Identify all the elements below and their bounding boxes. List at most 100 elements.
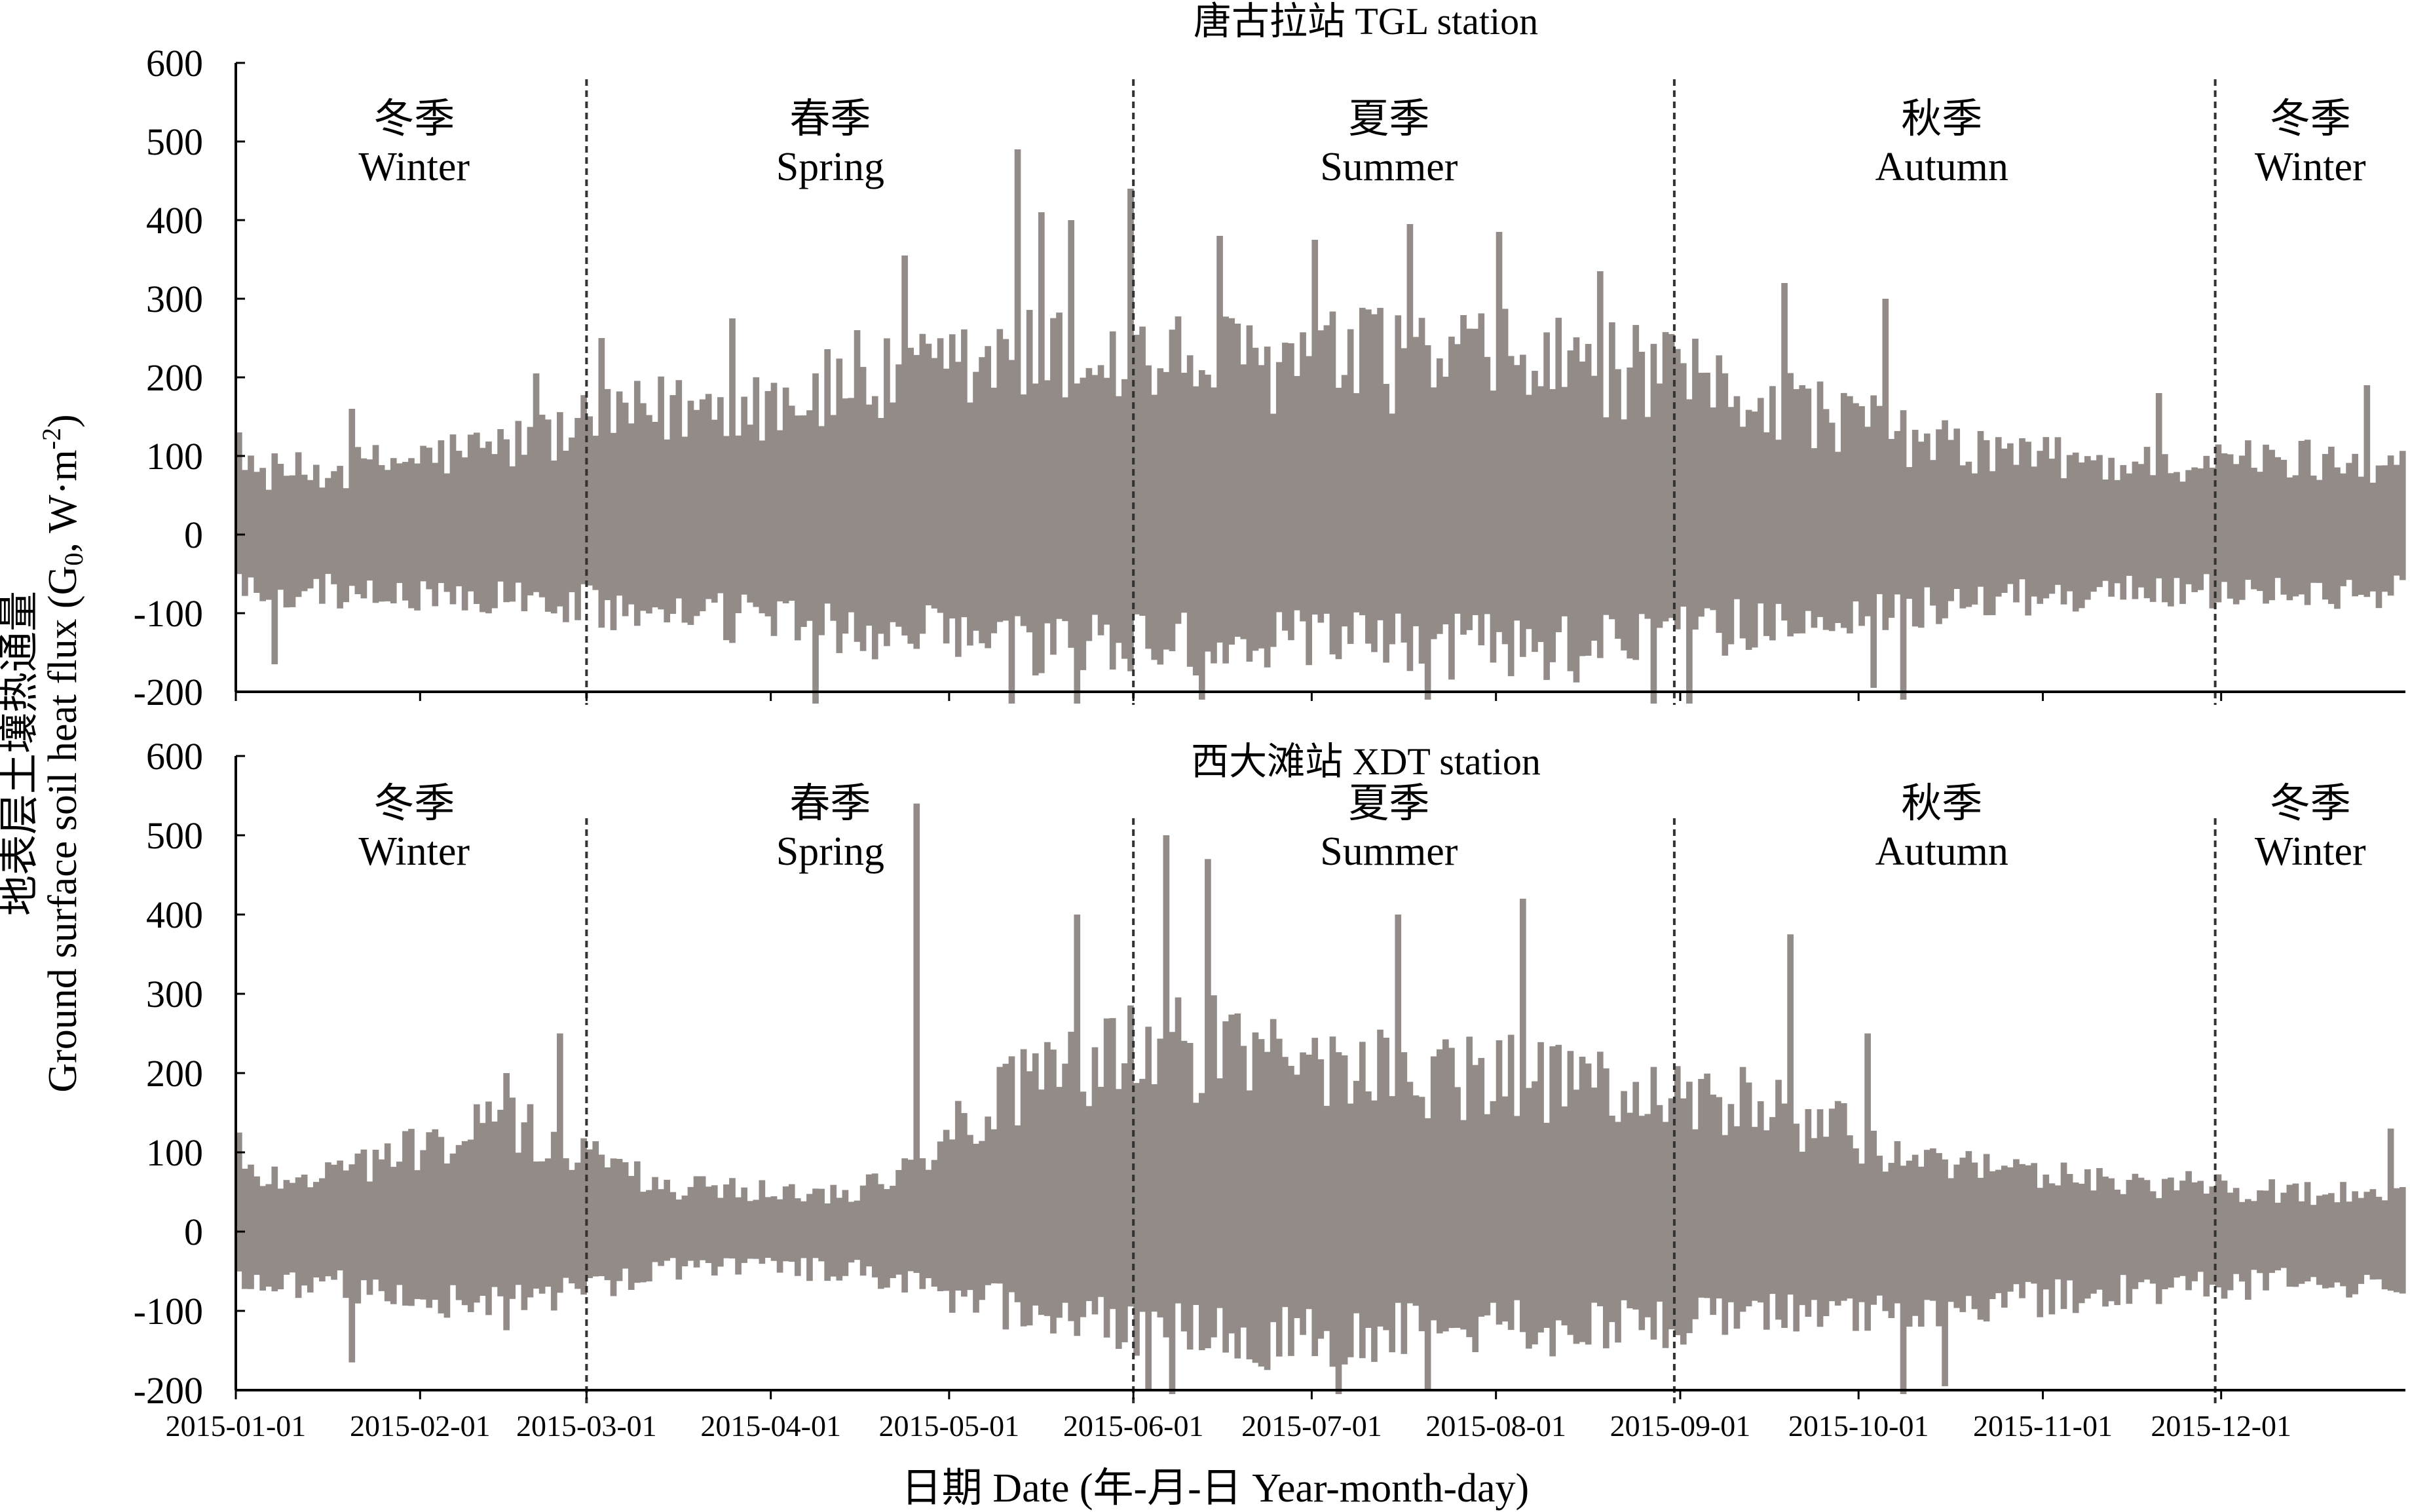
flux-bar [1103,377,1110,625]
flux-bar [277,464,284,590]
flux-bar [480,1123,486,1296]
flux-bar [687,1186,694,1261]
flux-bar [967,1135,973,1291]
flux-bar [877,1184,884,1289]
flux-bar [717,397,724,594]
flux-bar [1365,309,1372,644]
flux-bar [2381,465,2388,592]
flux-bar [2334,1202,2341,1283]
flux-bar [467,1139,474,1312]
flux-bar [1817,1109,1824,1327]
flux-bar [2286,1184,2293,1287]
flux-bar [776,430,783,601]
flux-bar [848,1201,855,1263]
flux-bar [1519,354,1526,657]
flux-bar [1704,1073,1710,1298]
flux-bar [1133,335,1140,614]
flux-bar [2352,1191,2358,1295]
flux-bar [1501,309,1509,645]
flux-bar [1359,307,1366,616]
flux-bar [259,468,266,601]
flux-bar [1615,1122,1621,1343]
flux-bar [2072,452,2079,612]
flux-bar [2310,1205,2317,1277]
flux-bar [2263,444,2269,604]
flux-bar [1056,1087,1063,1318]
flux-bar [2185,1171,2192,1291]
flux-bar [1121,1063,1128,1342]
flux-bar [1002,1063,1009,1330]
flux-bar [1769,1117,1776,1295]
flux-bar [307,480,314,589]
flux-bar [2108,457,2115,597]
x-tick-label: 2015-05-01 [879,1409,1020,1443]
flux-bar [2238,455,2246,600]
flux-bar [1710,1094,1717,1315]
flux-bar [2358,1198,2365,1284]
flux-bar [1389,413,1396,645]
flux-bar [2179,1181,2186,1276]
flux-bar [735,1197,742,1275]
flux-bar [1995,437,2002,597]
flux-bar [1115,1089,1122,1350]
flux-bar [1745,1082,1752,1307]
flux-bar [1847,396,1853,633]
flux-bar [414,1170,421,1299]
flux-bar [1074,915,1081,1336]
flux-bar [842,1190,849,1276]
flux-bar [1775,1080,1782,1320]
flux-bar [1478,1057,1485,1317]
flux-bar [1020,1049,1027,1327]
flux-bar [1532,1081,1538,1345]
flux-bar [301,474,308,592]
flux-bar [1526,394,1532,630]
flux-bar [681,436,688,623]
flux-bar [1638,1116,1646,1331]
flux-bar [806,1194,813,1281]
flux-bar [2286,477,2293,601]
flux-bar [2274,457,2282,578]
flux-bar [1561,387,1568,616]
flux-bar [2340,1182,2346,1287]
flux-bar [842,398,849,634]
flux-bar [2072,1182,2079,1314]
flux-bar [2245,440,2251,580]
flux-bar [2363,385,2371,597]
flux-bar [2161,454,2168,603]
flux-bar [248,1164,254,1289]
flux-bar [723,1184,730,1258]
flux-bar [1169,1032,1176,1395]
flux-bar [996,329,1004,622]
flux-bar [646,1190,652,1282]
flux-bar [2227,454,2234,599]
x-tick-label: 2015-10-01 [1788,1409,1929,1443]
season-label-en: Winter [2255,145,2366,189]
flux-bar [1942,1159,1948,1386]
flux-bar [1436,358,1443,634]
flux-bar [2031,1163,2038,1284]
flux-bar [2054,437,2062,585]
flux-bar [931,358,938,609]
flux-bar [735,435,742,613]
flux-bar [907,1160,914,1272]
y-tick-label: 300 [146,278,203,320]
flux-bar [907,347,914,644]
flux-bar [1294,1074,1300,1319]
flux-bar [432,1129,439,1300]
flux-bar [563,450,569,622]
flux-bar [1216,236,1223,643]
flux-bar [580,395,587,584]
flux-bar [2013,464,2020,603]
flux-bar [2280,1192,2288,1268]
flux-bar [2161,1179,2168,1289]
flux-bar [390,458,397,604]
flux-bar [2197,1181,2204,1272]
flux-bar [1466,328,1473,630]
flux-bar [1151,1084,1158,1312]
flux-bar [794,415,801,641]
flux-bar [2304,1182,2311,1282]
xdt-flux-bars [236,803,2406,1395]
flux-bar [1668,1098,1675,1330]
y-tick-label: 200 [146,1052,203,1095]
